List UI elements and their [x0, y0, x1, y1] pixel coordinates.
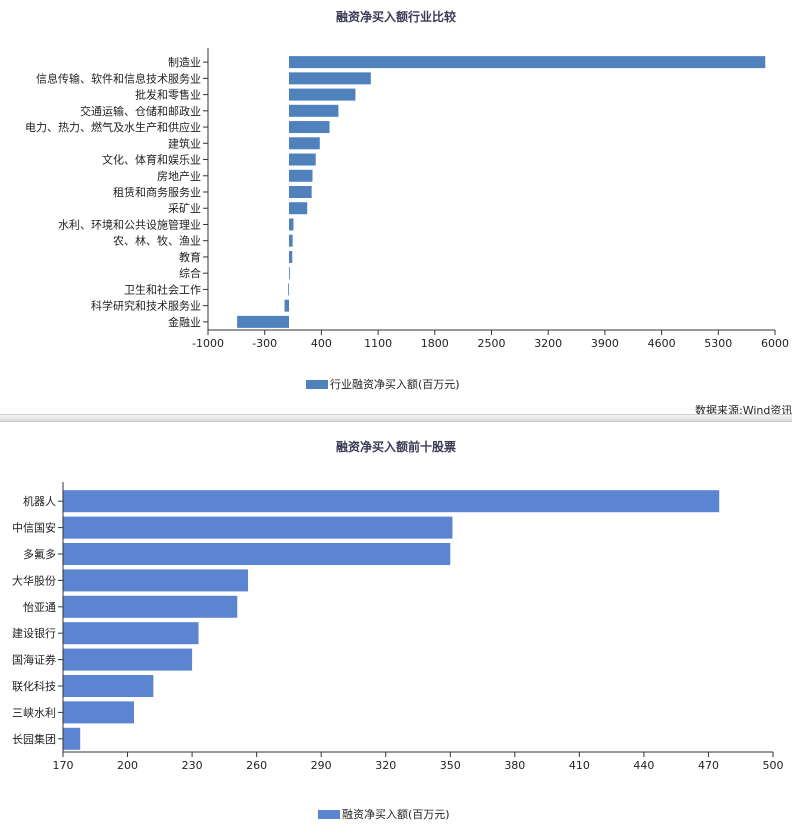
bar	[63, 490, 720, 513]
bar	[237, 315, 289, 328]
category-label: 三峡水利	[12, 705, 56, 719]
x-tick-label: -1000	[192, 337, 224, 350]
bar	[288, 283, 289, 296]
bar	[289, 250, 293, 263]
bar	[63, 622, 199, 645]
x-tick-label: -300	[252, 337, 277, 350]
bar	[63, 675, 154, 697]
x-tick-label: 400	[311, 337, 332, 350]
panel-divider[interactable]	[0, 414, 792, 422]
category-label: 水利、环境和公共设施管理业	[58, 217, 201, 231]
industry-chart-title: 融资净买入额行业比较	[335, 10, 456, 24]
category-label: 房地产业	[157, 169, 201, 183]
bar	[289, 267, 290, 280]
category-label: 多氟多	[23, 547, 56, 561]
industry-chart-plot: 制造业信息传输、软件和信息技术服务业批发和零售业交通运输、仓储和邮政业电力、热力…	[25, 48, 789, 350]
category-label: 综合	[179, 266, 201, 280]
category-label: 建设银行	[12, 626, 56, 640]
data-source-note: 数据来源:Wind资讯	[695, 404, 792, 417]
x-tick-label: 6000	[761, 337, 789, 350]
bar	[289, 153, 316, 166]
legend-swatch	[306, 379, 328, 389]
x-tick-label: 290	[311, 759, 332, 772]
category-label: 科学研究和技术服务业	[91, 299, 201, 313]
category-label: 怡亚通	[23, 600, 56, 614]
bar	[63, 569, 249, 592]
category-label: 卫生和社会工作	[124, 282, 201, 296]
bar	[63, 595, 238, 618]
bar	[63, 543, 451, 565]
stock-chart-legend: 融资净买入额(百万元)	[318, 806, 450, 822]
category-label: 租赁和商务服务业	[113, 185, 201, 199]
x-tick-label: 470	[698, 759, 719, 772]
x-tick-label: 5300	[704, 337, 732, 350]
category-label: 电力、热力、燃气及水生产和供应业	[25, 120, 201, 134]
x-tick-label: 320	[375, 759, 396, 772]
bar	[63, 727, 81, 750]
bar	[63, 701, 134, 724]
category-label: 批发和零售业	[135, 88, 201, 102]
legend-label: 融资净买入额(百万元)	[342, 808, 450, 821]
stock-chart-panel: 融资净买入额前十股票 机器人中信国安多氟多大华股份怡亚通建设银行国海证券联化科技…	[0, 424, 792, 824]
category-label: 信息传输、软件和信息技术服务业	[36, 71, 201, 85]
industry-chart-legend: 行业融资净买入额(百万元)	[306, 376, 460, 392]
bar	[284, 299, 289, 312]
category-label: 机器人	[23, 494, 56, 508]
bar	[289, 202, 308, 215]
category-label: 文化、体育和娱乐业	[102, 153, 201, 167]
bar	[289, 218, 294, 231]
category-label: 农、林、牧、渔业	[113, 234, 201, 248]
industry-chart-panel: 融资净买入额行业比较 制造业信息传输、软件和信息技术服务业批发和零售业交通运输、…	[0, 0, 792, 410]
x-tick-label: 200	[117, 759, 138, 772]
bar	[289, 234, 293, 247]
category-label: 建筑业	[168, 136, 201, 150]
bar	[63, 516, 453, 539]
x-tick-label: 500	[763, 759, 784, 772]
bar	[289, 72, 371, 85]
x-tick-label: 4600	[648, 337, 676, 350]
bar	[289, 104, 339, 117]
x-tick-label: 3200	[534, 337, 562, 350]
x-tick-label: 410	[569, 759, 590, 772]
x-tick-label: 350	[440, 759, 461, 772]
bar	[289, 121, 330, 134]
x-tick-label: 3900	[591, 337, 619, 350]
category-label: 交通运输、仓储和邮政业	[80, 104, 201, 118]
category-label: 长园集团	[12, 732, 56, 746]
category-label: 国海证券	[12, 653, 56, 667]
category-label: 联化科技	[12, 679, 56, 693]
x-tick-label: 230	[182, 759, 203, 772]
x-tick-label: 170	[53, 759, 74, 772]
bar	[289, 169, 313, 182]
x-tick-label: 1800	[421, 337, 449, 350]
category-label: 教育	[179, 250, 201, 264]
bar	[289, 88, 356, 101]
category-label: 金融业	[168, 315, 201, 329]
x-tick-label: 440	[633, 759, 654, 772]
category-label: 大华股份	[12, 573, 56, 587]
bar	[289, 137, 320, 150]
category-label: 中信国安	[12, 521, 56, 535]
category-label: 采矿业	[168, 202, 201, 215]
x-tick-label: 380	[504, 759, 525, 772]
legend-label: 行业融资净买入额(百万元)	[330, 378, 460, 391]
stock-chart-title: 融资净买入额前十股票	[335, 440, 456, 454]
x-tick-label: 1100	[364, 337, 392, 350]
x-tick-label: 260	[246, 759, 267, 772]
bar	[289, 56, 766, 69]
category-label: 制造业	[168, 55, 201, 69]
bar	[63, 648, 193, 671]
legend-swatch	[318, 809, 340, 819]
x-tick-label: 2500	[478, 337, 506, 350]
bar	[289, 186, 312, 198]
